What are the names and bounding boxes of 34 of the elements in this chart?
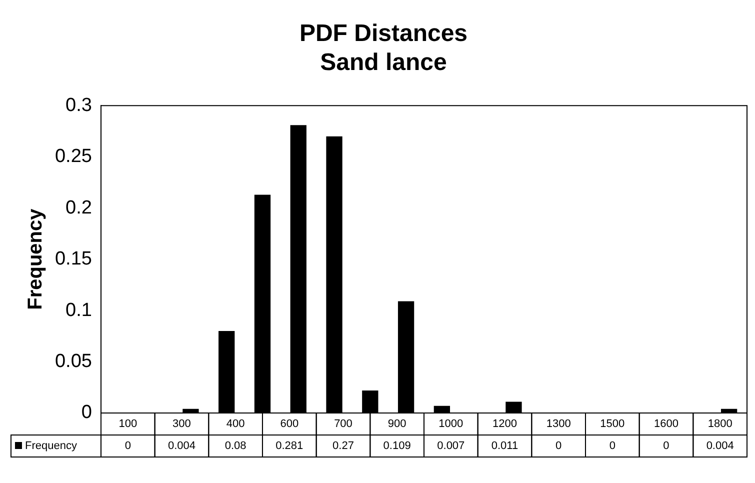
data-label: 0.007 [437, 440, 465, 452]
data-label: 0 [556, 440, 562, 452]
data-label: 0.011 [491, 440, 518, 452]
data-label: 0.004 [706, 440, 734, 452]
x-tick-label: 1000 [438, 418, 464, 430]
y-tick-label: 0.05 [54, 351, 92, 372]
y-tick-label: 0.2 [66, 197, 92, 218]
x-tick-label: 700 [334, 418, 352, 430]
y-axis-title: Frequency [24, 208, 47, 310]
x-tick-label: 100 [118, 418, 138, 430]
y-tick-label: 0.3 [66, 94, 92, 116]
data-label: 0.281 [276, 440, 304, 452]
chart-title: PDF Distances Sand lance [299, 20, 468, 76]
y-tick-label: 0.1 [66, 300, 92, 321]
y-tick-label: 0 [81, 402, 92, 424]
data-label: 0 [609, 440, 616, 452]
data-label: 0.109 [383, 440, 411, 452]
x-tick-label: 1800 [708, 418, 732, 430]
x-tick-label: 400 [226, 418, 245, 430]
data-label: 0.004 [168, 440, 196, 452]
y-tick-label: 0.15 [54, 248, 92, 270]
data-label: 0 [124, 440, 131, 452]
x-tick-label: 900 [388, 418, 406, 430]
x-tick-label: 1500 [600, 418, 625, 430]
x-tick-label: 600 [280, 418, 299, 430]
data-label: 0 [663, 440, 670, 452]
y-tick-label: 0.25 [54, 146, 92, 168]
x-tick-label: 1600 [654, 418, 678, 430]
x-tick-label: 1200 [492, 418, 517, 430]
data-label: 0.27 [332, 440, 354, 452]
x-tick-label: 300 [172, 418, 191, 430]
data-label: 0.08 [224, 440, 246, 452]
x-tick-label: 1300 [546, 418, 571, 430]
legend-label: Frequency [24, 440, 78, 452]
